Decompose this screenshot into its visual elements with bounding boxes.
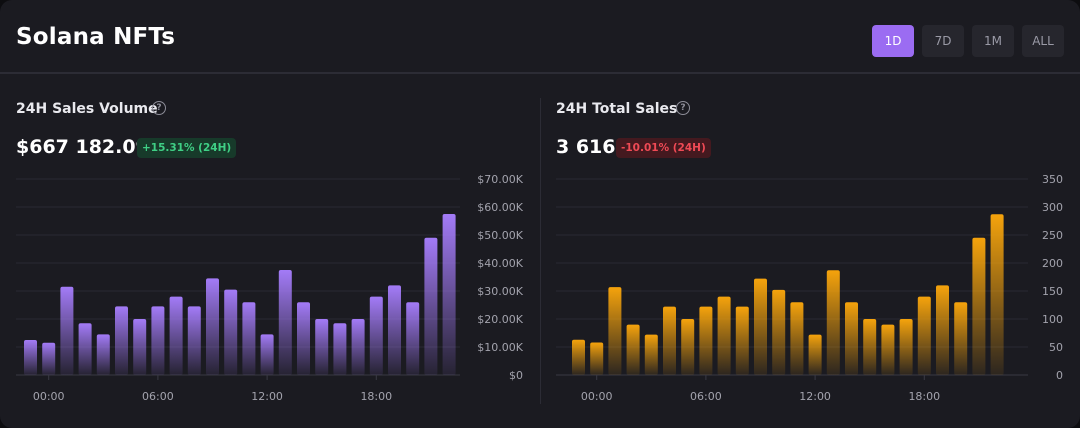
y-tick-label: $0 [509,369,523,382]
vol-bar[interactable] [115,306,128,375]
sales-volume-title: 24H Sales Volume [16,101,158,117]
sales-volume-chart: $0 $10.00K $20.00K $30.00K $40.00K $50.00K $60… [16,173,524,403]
sales-bar[interactable] [626,324,640,375]
sales-bar[interactable] [717,296,731,375]
x-tick-label: 06:00 [142,390,174,403]
timeframe-all-button[interactable]: ALL [1022,25,1064,57]
y-tick-label: 250 [1042,229,1063,242]
total-sales-title: 24H Total Sales [556,101,678,117]
y-tick-label: $50.00K [477,229,523,242]
y-tick-label: $30.00K [477,285,523,298]
y-tick-label: 300 [1042,201,1063,214]
y-tick-label: 100 [1042,313,1063,326]
sales-bar[interactable] [754,278,767,375]
sales-bar[interactable] [608,287,622,375]
sales-bar[interactable] [845,302,858,375]
vol-bar[interactable] [151,306,165,375]
sales-bar[interactable] [644,334,658,375]
x-tick-label: 18:00 [908,390,940,403]
vol-bar[interactable] [333,323,347,375]
sales-bar[interactable] [572,339,585,375]
x-tick-label: 00:00 [581,390,613,403]
sales-bar[interactable] [790,302,804,375]
x-tick-label: 00:00 [33,390,65,403]
y-tick-label: 200 [1042,257,1063,270]
sales-bar[interactable] [699,306,713,375]
vol-bar[interactable] [442,214,456,375]
vol-bar[interactable] [278,270,292,375]
question-icon[interactable]: ? [152,101,166,115]
sales-bar[interactable] [590,342,604,375]
vol-bar[interactable] [60,286,74,375]
y-tick-label: 150 [1042,285,1063,298]
sales-bar[interactable] [681,319,695,375]
y-tick-label: 350 [1042,173,1063,186]
y-tick-label: $70.00K [477,173,523,186]
vol-bar[interactable] [169,296,183,375]
sales-bar[interactable] [899,319,913,375]
x-tick-label: 06:00 [690,390,722,403]
total-sales-panel: 24H Total Sales ? 3 616 -10.01% (24H) 0 5… [540,74,1080,428]
sales-bar[interactable] [917,296,931,375]
vol-bar[interactable] [315,319,329,375]
vol-bar[interactable] [224,289,238,375]
y-tick-label: $60.00K [477,201,523,214]
question-icon[interactable]: ? [676,101,690,115]
panel-divider [540,98,541,404]
sales-bar[interactable] [881,324,895,375]
y-tick-label: 0 [1056,369,1063,382]
vol-bar[interactable] [369,296,383,375]
total-sales-value: 3 616 [556,136,616,158]
timeframe-7d-button[interactable]: 7D [922,25,964,57]
page-title: Solana NFTs [16,24,176,50]
vol-bar[interactable] [42,342,56,375]
sales-bar[interactable] [990,214,1004,375]
vol-bar[interactable] [260,334,274,375]
sales-bar[interactable] [808,334,822,375]
sales-volume-panel: 24H Sales Volume ? $667 182.09 +15.31% (… [0,74,540,428]
vol-bar[interactable] [24,340,37,375]
sales-bar[interactable] [936,285,949,375]
vol-bar[interactable] [406,302,420,375]
sales-bar[interactable] [663,306,676,375]
y-tick-label: 50 [1049,341,1063,354]
vol-bar[interactable] [96,334,110,375]
timeframe-1d-button[interactable]: 1D [872,25,914,57]
vol-bar[interactable] [206,278,219,375]
total-sales-chart: 0 50 100 150 200 250 300 350 00:00 06:00 12:00 18:0… [556,173,1063,403]
vol-bar[interactable] [388,285,401,375]
timeframe-1m-button[interactable]: 1M [972,25,1014,57]
y-tick-label: $40.00K [477,257,523,270]
vol-bar[interactable] [133,319,147,375]
header: Solana NFTs 1D 7D 1M ALL [0,0,1080,74]
sales-volume-value: $667 182.09 [16,136,149,158]
sales-volume-change-badge: +15.31% (24H) [137,138,237,158]
vol-bar[interactable] [351,319,365,375]
vol-bar[interactable] [297,302,310,375]
vol-bar[interactable] [78,323,92,375]
sales-bar[interactable] [735,306,749,375]
y-tick-label: $10.00K [477,341,523,354]
total-sales-change-badge: -10.01% (24H) [616,138,711,158]
x-tick-label: 18:00 [360,390,392,403]
vol-bar[interactable] [242,302,256,375]
sales-bar[interactable] [826,270,840,375]
x-tick-label: 12:00 [251,390,283,403]
sales-bar[interactable] [772,289,786,375]
y-tick-label: $20.00K [477,313,523,326]
sales-bar[interactable] [972,237,986,375]
vol-bar[interactable] [424,237,438,375]
sales-bar[interactable] [863,319,877,375]
x-tick-label: 12:00 [799,390,831,403]
sales-bar[interactable] [954,302,968,375]
vol-bar[interactable] [187,306,201,375]
